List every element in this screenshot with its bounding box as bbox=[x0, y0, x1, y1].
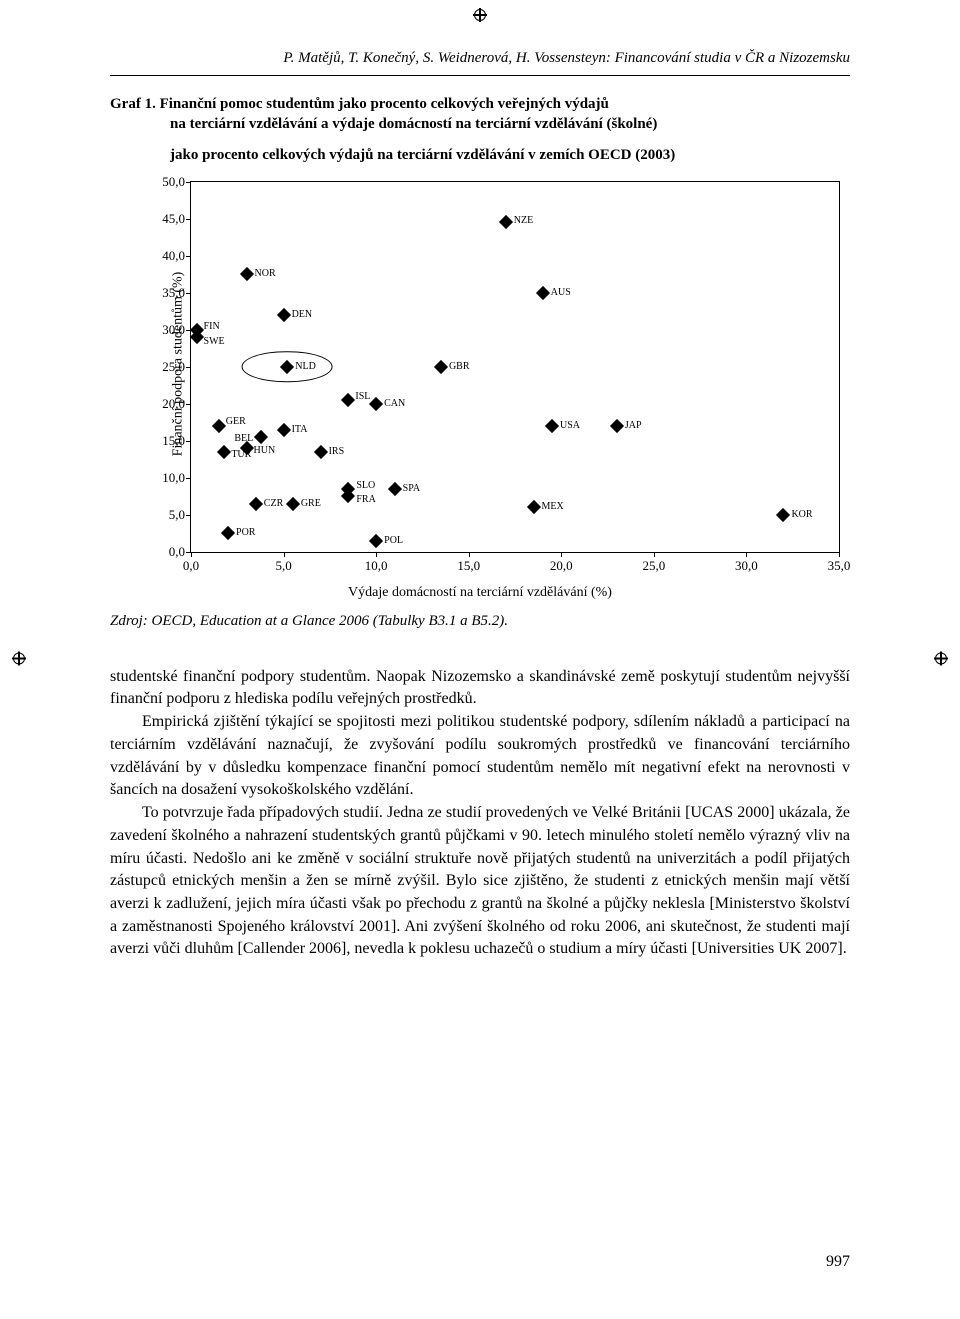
figure-title-line1: Finanční pomoc studentům jako procento c… bbox=[160, 96, 609, 112]
chart-point bbox=[369, 397, 383, 411]
figure-source: Zdroj: OECD, Education at a Glance 2006 … bbox=[110, 613, 850, 630]
chart-point-label: SWE bbox=[204, 337, 225, 347]
chart-point-label: NOR bbox=[255, 269, 276, 279]
chart-ytick-label: 15,0 bbox=[139, 433, 191, 449]
chart-xtick-mark bbox=[746, 552, 747, 557]
chart-ytick-mark bbox=[186, 441, 191, 442]
chart-point bbox=[276, 423, 290, 437]
chart-ytick-mark bbox=[186, 367, 191, 368]
chart-xtick-mark bbox=[284, 552, 285, 557]
chart-point bbox=[536, 286, 550, 300]
chart-point-label: SPA bbox=[403, 484, 420, 494]
chart-point-label: IRS bbox=[329, 447, 345, 457]
chart-ytick-label: 30,0 bbox=[139, 322, 191, 338]
figure-label: Graf 1. bbox=[110, 96, 156, 112]
chart-ytick-label: 40,0 bbox=[139, 248, 191, 264]
chart-xtick-mark bbox=[376, 552, 377, 557]
chart-point-label: ITA bbox=[292, 425, 308, 435]
chart-ytick-mark bbox=[186, 256, 191, 257]
registration-mark-right bbox=[934, 649, 948, 670]
body-text: studentské finanční podpory studentům. N… bbox=[110, 666, 850, 961]
chart-point-label: GBR bbox=[449, 362, 470, 372]
chart-point bbox=[610, 419, 624, 433]
chart-xtick-mark bbox=[191, 552, 192, 557]
chart-point bbox=[388, 482, 402, 496]
chart-ytick-mark bbox=[186, 515, 191, 516]
chart-point-label: POR bbox=[236, 528, 255, 538]
chart-point-label: GRE bbox=[301, 499, 321, 509]
chart-point-label: AUS bbox=[551, 288, 571, 298]
chart-point bbox=[286, 497, 300, 511]
chart-point-label: KOR bbox=[791, 510, 812, 520]
chart-point bbox=[276, 308, 290, 322]
chart-point bbox=[254, 430, 268, 444]
chart-point-label: TUR bbox=[231, 450, 251, 460]
scatter-chart: Finanční podpora studentům (%) 0,05,010,… bbox=[110, 175, 850, 605]
paragraph: studentské finanční podpory studentům. N… bbox=[110, 666, 850, 711]
paragraph: To potvrzuje řada případových studií. Je… bbox=[110, 802, 850, 961]
chart-xtick-mark bbox=[839, 552, 840, 557]
registration-mark-left bbox=[12, 649, 26, 670]
chart-point-label: MEX bbox=[542, 502, 564, 512]
chart-point-label: SLO bbox=[356, 481, 375, 491]
chart-plot-container: 0,05,010,015,020,025,030,035,040,045,050… bbox=[144, 175, 850, 557]
chart-point bbox=[341, 393, 355, 407]
chart-point bbox=[369, 534, 383, 548]
chart-ytick-mark bbox=[186, 478, 191, 479]
chart-ytick-label: 35,0 bbox=[139, 285, 191, 301]
chart-point bbox=[499, 215, 513, 229]
chart-point-label: USA bbox=[560, 421, 580, 431]
chart-point-label: GER bbox=[226, 417, 246, 427]
chart-point bbox=[239, 267, 253, 281]
figure-title-line3: jako procento celkových výdajů na terciá… bbox=[110, 145, 850, 165]
chart-ytick-mark bbox=[186, 182, 191, 183]
chart-point-label: ISL bbox=[355, 392, 370, 402]
running-head: P. Matějů, T. Konečný, S. Weidnerová, H.… bbox=[110, 50, 850, 67]
chart-point-label: DEN bbox=[292, 310, 313, 320]
chart-ytick-label: 45,0 bbox=[139, 211, 191, 227]
chart-point-label: HUN bbox=[254, 446, 276, 456]
chart-point-label: FIN bbox=[204, 322, 220, 332]
chart-xtick-mark bbox=[654, 552, 655, 557]
chart-xlabel: Výdaje domácností na terciární vzděláván… bbox=[110, 585, 850, 601]
paragraph: Empirická zjištění týkající se spojitost… bbox=[110, 711, 850, 802]
chart-point bbox=[526, 500, 540, 514]
chart-point bbox=[212, 419, 226, 433]
registration-mark-top bbox=[473, 6, 487, 27]
chart-ytick-label: 5,0 bbox=[139, 507, 191, 523]
figure-label-title: Graf 1. Finanční pomoc studentům jako pr… bbox=[110, 94, 850, 114]
chart-point-label: JAP bbox=[625, 421, 642, 431]
chart-plot-area: 0,05,010,015,020,025,030,035,040,045,050… bbox=[190, 181, 840, 553]
chart-ytick-label: 10,0 bbox=[139, 470, 191, 486]
chart-ytick-label: 50,0 bbox=[139, 174, 191, 190]
chart-ytick-mark bbox=[186, 293, 191, 294]
chart-point-label: NLD bbox=[295, 362, 316, 372]
page-number: 997 bbox=[826, 1253, 850, 1271]
chart-point-label: CAN bbox=[384, 399, 405, 409]
chart-point bbox=[249, 497, 263, 511]
chart-ytick-mark bbox=[186, 219, 191, 220]
chart-point-label: POL bbox=[384, 536, 403, 546]
header-rule bbox=[110, 75, 850, 76]
chart-point bbox=[434, 360, 448, 374]
chart-point bbox=[221, 526, 235, 540]
page: P. Matějů, T. Konečný, S. Weidnerová, H.… bbox=[0, 0, 960, 1319]
chart-point-label: CZR bbox=[264, 499, 283, 509]
chart-point bbox=[776, 508, 790, 522]
chart-ytick-mark bbox=[186, 404, 191, 405]
chart-point bbox=[545, 419, 559, 433]
chart-xtick-mark bbox=[561, 552, 562, 557]
figure-title-line2: na terciární vzdělávání a výdaje domácno… bbox=[110, 114, 850, 134]
chart-point bbox=[314, 445, 328, 459]
chart-xtick-mark bbox=[469, 552, 470, 557]
chart-point-label: FRA bbox=[356, 495, 375, 505]
chart-point bbox=[217, 445, 231, 459]
chart-ytick-label: 25,0 bbox=[139, 359, 191, 375]
chart-ytick-label: 20,0 bbox=[139, 396, 191, 412]
chart-point-label: NZE bbox=[514, 216, 533, 226]
